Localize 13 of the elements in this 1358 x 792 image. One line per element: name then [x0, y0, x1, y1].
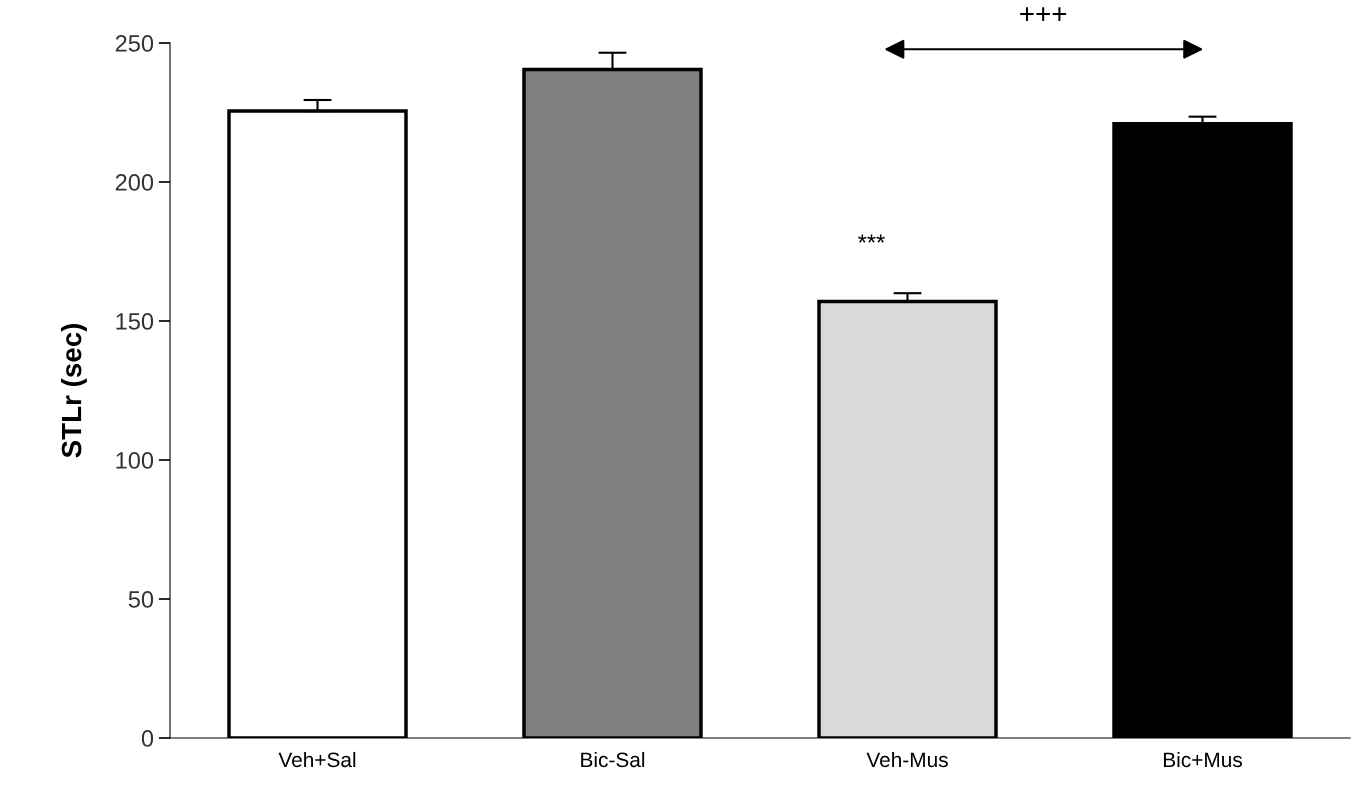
text: +++	[1020, 7, 1067, 21]
y-tick-label: 50	[128, 591, 154, 608]
x-tick-label: Bic+Mus	[1163, 751, 1242, 768]
y-tick-label: 100	[116, 452, 154, 469]
annotation: ***	[858, 234, 885, 243]
y-tick-label: 250	[115, 35, 154, 52]
x-tick-label: Bic-Sal	[581, 751, 645, 768]
y-axis-title: STLr (sec)	[60, 323, 87, 458]
x-tick-label: Veh-Mus	[866, 751, 948, 768]
y-tick-label: 200	[115, 174, 154, 191]
y-tick-label: 150	[116, 313, 154, 330]
y-tick-label: 0	[141, 730, 154, 747]
x-tick-label: Veh+Sal	[278, 751, 356, 768]
